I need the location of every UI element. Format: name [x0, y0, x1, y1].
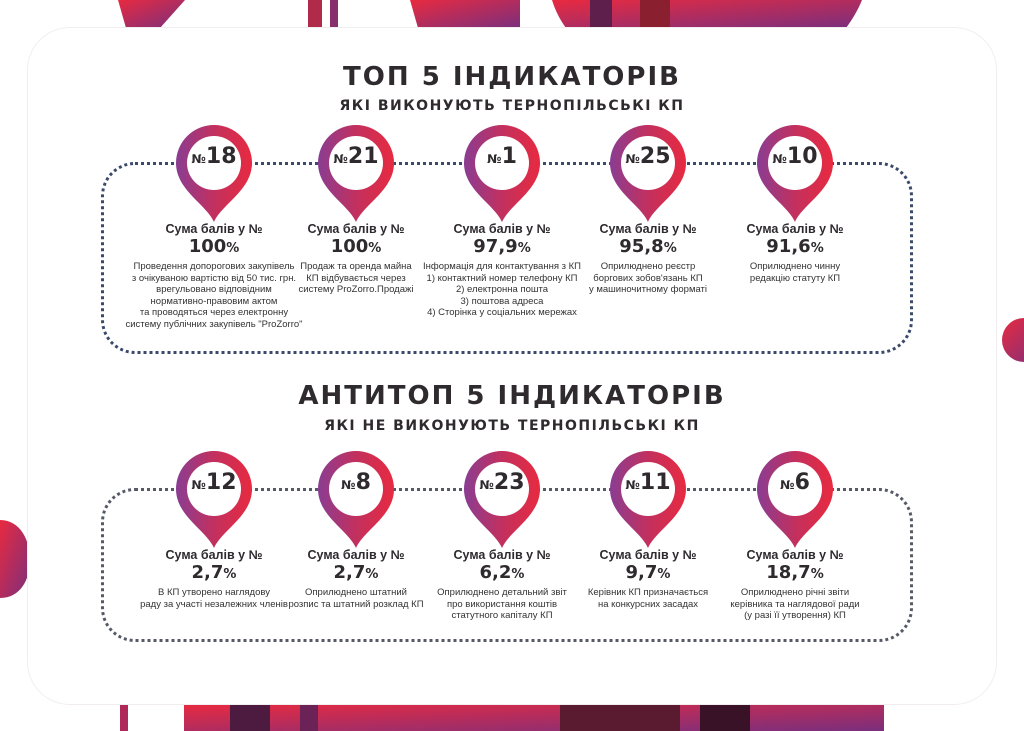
number-sign: №: [780, 478, 795, 492]
map-pin-icon: №12: [173, 450, 255, 550]
map-pin-icon: №21: [315, 124, 397, 224]
score-label: Сума балів у №: [453, 548, 551, 562]
indicator-description: Оприлюднено детальний звіт про використа…: [437, 587, 567, 621]
map-pin-icon: №6: [754, 450, 836, 550]
score-label: Сума балів у №: [746, 222, 844, 236]
percent-sign: %: [511, 567, 525, 582]
number-sign: №: [191, 152, 206, 166]
anti-indicator-5: №6 Сума балів у № 18,7% Оприлюднено річн…: [700, 450, 890, 622]
map-pin-icon: №10: [754, 124, 836, 224]
indicator-number: 18: [205, 144, 237, 169]
anti-indicator-1: №12 Сума балів у № 2,7% В КП утворено на…: [119, 450, 309, 610]
score-value: 6,2%: [407, 562, 597, 586]
score-label: Сума балів у №: [453, 222, 551, 236]
anti-indicator-2: №8 Сума балів у № 2,7% Оприлюднено штатн…: [261, 450, 451, 610]
score-number: 18,7: [766, 562, 811, 583]
map-pin-icon: №11: [607, 450, 689, 550]
indicator-number: 23: [493, 470, 525, 495]
indicator-description: Інформація для контактування з КП 1) кон…: [423, 261, 581, 318]
score-value: 2,7%: [261, 562, 451, 586]
number-sign: №: [191, 478, 206, 492]
indicator-number: 12: [205, 470, 237, 495]
indicator-number: 8: [355, 470, 371, 495]
score-label: Сума балів у №: [165, 548, 263, 562]
score-number: 100: [330, 236, 369, 257]
percent-sign: %: [663, 241, 677, 256]
score-value: 100%: [261, 236, 451, 260]
map-pin-icon: №23: [461, 450, 543, 550]
top-title: ТОП 5 ІНДИКАТОРІВ: [343, 62, 681, 92]
score-value: 2,7%: [119, 562, 309, 586]
score-value: 97,9%: [407, 236, 597, 260]
score-number: 91,6: [766, 236, 811, 257]
anti-title: АНТИТОП 5 ІНДИКАТОРІВ: [298, 381, 726, 411]
anti-subtitle: ЯКІ НЕ ВИКОНУЮТЬ ТЕРНОПІЛЬСЬКІ КП: [324, 418, 700, 434]
number-sign: №: [333, 152, 348, 166]
top-indicator-5: №10 Сума балів у № 91,6% Оприлюднено чин…: [700, 124, 890, 284]
map-pin-icon: №8: [315, 450, 397, 550]
score-label: Сума балів у №: [746, 548, 844, 562]
map-pin-icon: №25: [607, 124, 689, 224]
indicator-number: 6: [794, 470, 810, 495]
indicator-description: Продаж та оренда майна КП відбувається ч…: [298, 261, 414, 295]
indicator-description: Оприлюднено штатний розпис та штатний ро…: [288, 587, 424, 610]
score-value: 95,8%: [553, 236, 743, 260]
anti-indicator-4: №11 Сума балів у № 9,7% Керівник КП приз…: [553, 450, 743, 610]
percent-sign: %: [223, 567, 237, 582]
score-number: 97,9: [473, 236, 518, 257]
indicator-number: 25: [639, 144, 671, 169]
score-label: Сума балів у №: [599, 222, 697, 236]
top-indicator-1: №18 Сума балів у № 100% Проведення допор…: [119, 124, 309, 330]
score-value: 18,7%: [700, 562, 890, 586]
number-sign: №: [625, 152, 640, 166]
number-sign: №: [341, 478, 356, 492]
percent-sign: %: [365, 567, 379, 582]
indicator-number: 21: [347, 144, 379, 169]
percent-sign: %: [517, 241, 531, 256]
indicator-description: Оприлюднено чинну редакцію статуту КП: [749, 261, 841, 284]
score-value: 9,7%: [553, 562, 743, 586]
score-label: Сума балів у №: [307, 222, 405, 236]
score-value: 100%: [119, 236, 309, 260]
percent-sign: %: [810, 567, 824, 582]
score-number: 2,7: [333, 562, 366, 583]
map-pin-icon: №1: [461, 124, 543, 224]
score-number: 100: [188, 236, 227, 257]
score-label: Сума балів у №: [165, 222, 263, 236]
score-number: 95,8: [619, 236, 664, 257]
indicator-description: Керівник КП призначається на конкурсних …: [587, 587, 709, 610]
score-label: Сума балів у №: [599, 548, 697, 562]
number-sign: №: [479, 478, 494, 492]
top-subtitle: ЯКІ ВИКОНУЮТЬ ТЕРНОПІЛЬСЬКІ КП: [339, 98, 685, 114]
top-indicator-3: №1 Сума балів у № 97,9% Інформація для к…: [407, 124, 597, 319]
score-label: Сума балів у №: [307, 548, 405, 562]
percent-sign: %: [368, 241, 382, 256]
indicator-description: Проведення допорогових закупівель з очік…: [125, 261, 303, 330]
indicator-number: 1: [501, 144, 517, 169]
number-sign: №: [487, 152, 502, 166]
score-number: 2,7: [191, 562, 224, 583]
map-pin-icon: №18: [173, 124, 255, 224]
anti-indicator-3: №23 Сума балів у № 6,2% Оприлюднено дета…: [407, 450, 597, 622]
percent-sign: %: [226, 241, 240, 256]
score-number: 6,2: [479, 562, 512, 583]
top-indicator-2: №21 Сума балів у № 100% Продаж та оренда…: [261, 124, 451, 296]
number-sign: №: [772, 152, 787, 166]
percent-sign: %: [657, 567, 671, 582]
indicator-description: В КП утворено наглядову раду за участі н…: [140, 587, 288, 610]
indicator-description: Оприлюднено реєстр боргових зобов'язань …: [588, 261, 708, 295]
indicator-description: Оприлюднено річні звіти керівника та наг…: [730, 587, 860, 621]
number-sign: №: [625, 478, 640, 492]
indicator-number: 10: [786, 144, 818, 169]
score-value: 91,6%: [700, 236, 890, 260]
indicator-number: 11: [639, 470, 671, 495]
percent-sign: %: [810, 241, 824, 256]
score-number: 9,7: [625, 562, 658, 583]
top-indicator-4: №25 Сума балів у № 95,8% Оприлюднено реє…: [553, 124, 743, 296]
